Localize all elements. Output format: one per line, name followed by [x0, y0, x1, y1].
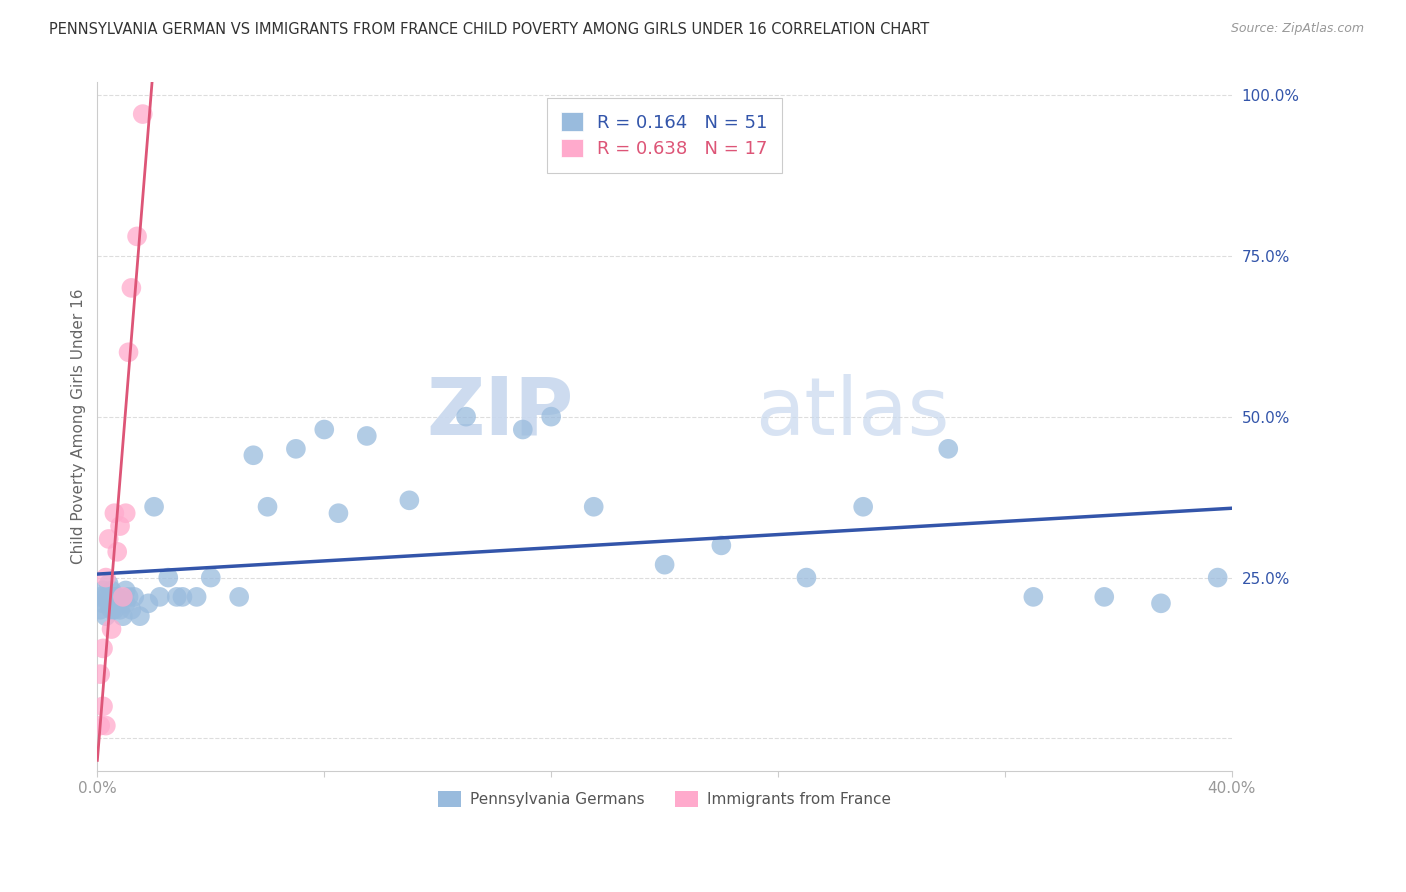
Point — [228, 590, 250, 604]
Point — [94, 570, 117, 584]
Point — [122, 590, 145, 604]
Point — [328, 506, 350, 520]
Point — [936, 442, 959, 456]
Point — [105, 545, 128, 559]
Point — [1022, 590, 1045, 604]
Point — [132, 107, 155, 121]
Point — [108, 603, 131, 617]
Point — [103, 603, 125, 617]
Point — [94, 590, 117, 604]
Point — [117, 345, 139, 359]
Point — [89, 603, 111, 617]
Point — [242, 448, 264, 462]
Point — [100, 583, 122, 598]
Point — [94, 609, 117, 624]
Point — [454, 409, 477, 424]
Point — [97, 532, 120, 546]
Text: Source: ZipAtlas.com: Source: ZipAtlas.com — [1230, 22, 1364, 36]
Point — [166, 590, 188, 604]
Text: ZIP: ZIP — [426, 374, 574, 451]
Point — [105, 590, 128, 604]
Point — [540, 409, 562, 424]
Point — [91, 699, 114, 714]
Point — [97, 596, 120, 610]
Point — [710, 538, 733, 552]
Point — [108, 519, 131, 533]
Point — [157, 570, 180, 584]
Point — [91, 641, 114, 656]
Text: PENNSYLVANIA GERMAN VS IMMIGRANTS FROM FRANCE CHILD POVERTY AMONG GIRLS UNDER 16: PENNSYLVANIA GERMAN VS IMMIGRANTS FROM F… — [49, 22, 929, 37]
Point — [111, 609, 134, 624]
Point — [114, 583, 136, 598]
Point — [172, 590, 194, 604]
Point — [200, 570, 222, 584]
Point — [97, 577, 120, 591]
Point — [284, 442, 307, 456]
Point — [186, 590, 208, 604]
Point — [1206, 570, 1229, 584]
Point — [114, 506, 136, 520]
Point — [1150, 596, 1173, 610]
Point — [94, 718, 117, 732]
Point — [103, 590, 125, 604]
Point — [105, 596, 128, 610]
Text: atlas: atlas — [755, 374, 950, 451]
Y-axis label: Child Poverty Among Girls Under 16: Child Poverty Among Girls Under 16 — [72, 288, 86, 564]
Point — [796, 570, 818, 584]
Point — [356, 429, 378, 443]
Point — [138, 596, 160, 610]
Point — [100, 622, 122, 636]
Point — [1092, 590, 1115, 604]
Point — [103, 506, 125, 520]
Point — [89, 718, 111, 732]
Point — [256, 500, 278, 514]
Point — [398, 493, 420, 508]
Point — [128, 609, 150, 624]
Point — [89, 590, 111, 604]
Point — [114, 596, 136, 610]
Point — [91, 596, 114, 610]
Point — [91, 583, 114, 598]
Point — [117, 590, 139, 604]
Point — [143, 500, 166, 514]
Point — [314, 423, 336, 437]
Point — [89, 667, 111, 681]
Point — [111, 590, 134, 604]
Point — [125, 229, 148, 244]
Point — [582, 500, 605, 514]
Point — [512, 423, 534, 437]
Point — [100, 603, 122, 617]
Point — [120, 603, 142, 617]
Point — [120, 281, 142, 295]
Point — [852, 500, 875, 514]
Point — [149, 590, 172, 604]
Point — [654, 558, 676, 572]
Legend: Pennsylvania Germans, Immigrants from France: Pennsylvania Germans, Immigrants from Fr… — [430, 783, 898, 814]
